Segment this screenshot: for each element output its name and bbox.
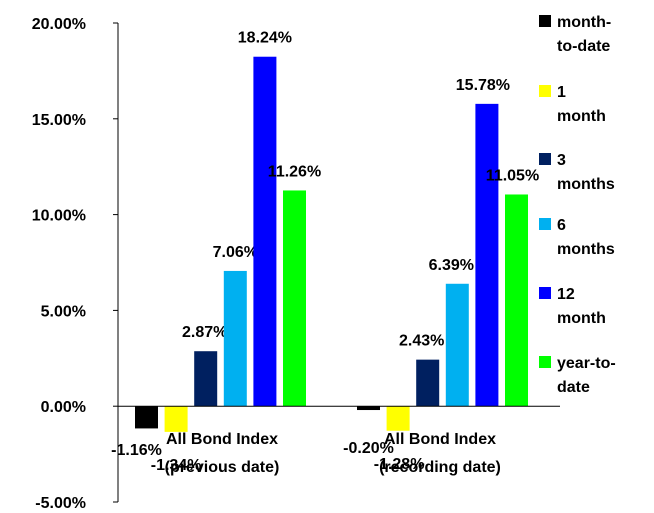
category-label: (recording date)	[379, 459, 501, 476]
legend-label: months	[557, 241, 615, 258]
data-label: -1.16%	[111, 442, 162, 459]
data-label: 18.24%	[238, 30, 292, 47]
bar	[357, 406, 380, 411]
legend-label: 1	[557, 84, 566, 101]
plot-area: 20.00% 15.00% 10.00% 5.00% 0.00% -5.00% -1.16%…	[32, 16, 560, 512]
bar	[194, 351, 218, 407]
y-tick-label: 5.00%	[41, 303, 86, 320]
bar	[283, 190, 306, 407]
y-tick-label: 20.00%	[32, 16, 86, 33]
legend-label: months	[557, 176, 615, 193]
legend-swatch	[539, 356, 551, 368]
y-tick-label: 10.00%	[32, 208, 86, 225]
bar	[445, 283, 469, 407]
legend-swatch	[539, 85, 551, 97]
category-label: All Bond Index	[166, 431, 278, 448]
data-label: 7.06%	[213, 244, 258, 261]
legend: month-to-date 1 month 3 months 6 months 12 month…	[539, 14, 616, 396]
legend-label: 12	[557, 286, 575, 303]
legend-label: date	[557, 379, 590, 396]
category-label: (previous date)	[165, 459, 280, 476]
data-label: 15.78%	[456, 77, 510, 94]
category-label: All Bond Index	[384, 431, 496, 448]
data-label: 11.05%	[486, 167, 539, 184]
data-label: 6.39%	[429, 257, 474, 274]
y-tick-label: 15.00%	[32, 112, 86, 129]
legend-label: month	[557, 310, 606, 327]
legend-swatch	[539, 153, 551, 165]
legend-label: month	[557, 108, 606, 125]
bar	[475, 103, 499, 407]
legend-swatch	[539, 15, 551, 27]
bar	[164, 406, 188, 432]
data-label: -0.20%	[343, 440, 394, 457]
legend-swatch	[539, 218, 551, 230]
bar	[135, 406, 158, 429]
legend-label: to-date	[557, 38, 610, 55]
legend-label: 6	[557, 217, 566, 234]
legend-label: 3	[557, 152, 566, 169]
data-label: 2.87%	[182, 324, 227, 341]
bar	[416, 359, 440, 407]
data-label: -1.34%	[151, 457, 202, 474]
data-label: 2.43%	[399, 333, 444, 350]
legend-label: year-to-	[557, 355, 616, 372]
legend-label: month-	[557, 14, 611, 31]
data-label: -1.28%	[374, 456, 425, 473]
legend-swatch	[539, 287, 551, 299]
data-label: 11.26%	[268, 163, 321, 180]
y-tick-label: -5.00%	[35, 495, 86, 512]
bar	[253, 56, 277, 407]
bar	[223, 270, 247, 407]
bar	[505, 194, 528, 407]
y-tick-label: 0.00%	[41, 399, 86, 416]
bar	[386, 406, 410, 431]
